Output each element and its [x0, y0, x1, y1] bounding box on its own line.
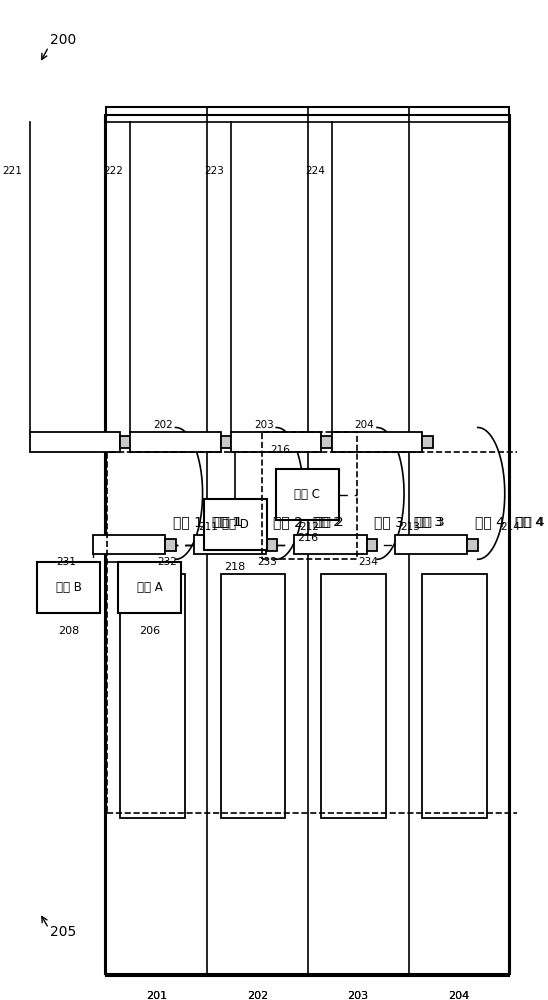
Text: 231: 231 — [56, 557, 76, 567]
Bar — [422, 436, 433, 448]
Text: 204: 204 — [355, 420, 374, 430]
Text: 202: 202 — [247, 991, 268, 1000]
Text: 205: 205 — [50, 925, 77, 939]
Bar — [107, 452, 548, 813]
Bar — [30, 432, 120, 452]
Text: 200: 200 — [50, 33, 77, 47]
Bar — [37, 562, 100, 613]
Text: 气缸 4: 气缸 4 — [516, 516, 545, 529]
Text: 203: 203 — [347, 991, 369, 1000]
Bar — [262, 432, 357, 559]
Text: 208: 208 — [58, 626, 79, 636]
Text: 224: 224 — [305, 166, 325, 176]
Bar — [120, 436, 130, 448]
Bar — [93, 535, 165, 554]
Text: 222: 222 — [104, 166, 123, 176]
Text: 203: 203 — [254, 420, 273, 430]
Text: 211: 211 — [198, 522, 218, 532]
Text: 气缸 4: 气缸 4 — [475, 515, 505, 529]
Text: 线圈 C: 线圈 C — [294, 488, 321, 501]
Bar — [221, 436, 231, 448]
Text: 气缸 3: 气缸 3 — [414, 516, 443, 529]
Bar — [221, 574, 286, 818]
Text: 气缸 1: 气缸 1 — [214, 516, 243, 529]
Text: 201: 201 — [146, 991, 167, 1000]
Bar — [321, 574, 386, 818]
Text: 气缸 4: 气缸 4 — [515, 516, 543, 529]
Bar — [467, 539, 478, 551]
Text: 气缸 3: 气缸 3 — [374, 515, 404, 529]
Text: 204: 204 — [448, 991, 470, 1000]
Text: 212: 212 — [299, 522, 319, 532]
Text: 气缸 2: 气缸 2 — [315, 516, 344, 529]
Text: 气缸 1: 气缸 1 — [173, 515, 203, 529]
Text: 202: 202 — [247, 991, 268, 1000]
Bar — [105, 115, 510, 974]
Text: 气缸 3: 气缸 3 — [416, 516, 444, 529]
Bar — [231, 432, 321, 452]
Bar — [194, 535, 266, 554]
Text: 线圈 B: 线圈 B — [55, 581, 82, 594]
Text: 214: 214 — [501, 522, 521, 532]
Text: 223: 223 — [204, 166, 224, 176]
Text: 233: 233 — [258, 557, 277, 567]
Bar — [120, 574, 185, 818]
Text: 206: 206 — [139, 626, 160, 636]
Text: 线圈 D: 线圈 D — [222, 518, 249, 531]
Bar — [367, 539, 378, 551]
Text: 218: 218 — [225, 562, 246, 572]
Text: 232: 232 — [157, 557, 176, 567]
Text: 203: 203 — [347, 991, 369, 1000]
Bar — [332, 432, 422, 452]
Text: 气缸 2: 气缸 2 — [313, 516, 342, 529]
Text: 221: 221 — [3, 166, 22, 176]
Bar — [422, 574, 487, 818]
Text: 线圈 A: 线圈 A — [137, 581, 163, 594]
Text: 213: 213 — [400, 522, 420, 532]
Text: 气缸 2: 气缸 2 — [273, 515, 303, 529]
Text: 216: 216 — [270, 445, 290, 455]
Bar — [106, 107, 509, 976]
Bar — [118, 562, 181, 613]
Text: 202: 202 — [153, 420, 173, 430]
Bar — [294, 535, 367, 554]
Bar — [165, 539, 176, 551]
Bar — [321, 436, 332, 448]
Bar — [266, 539, 277, 551]
Bar — [395, 535, 467, 554]
Text: 216: 216 — [297, 533, 318, 543]
Text: 234: 234 — [358, 557, 378, 567]
Bar — [130, 432, 221, 452]
Text: 204: 204 — [448, 991, 470, 1000]
Text: 201: 201 — [146, 991, 167, 1000]
Bar — [204, 499, 267, 550]
Text: 气缸 1: 气缸 1 — [213, 516, 241, 529]
Bar — [276, 469, 339, 520]
